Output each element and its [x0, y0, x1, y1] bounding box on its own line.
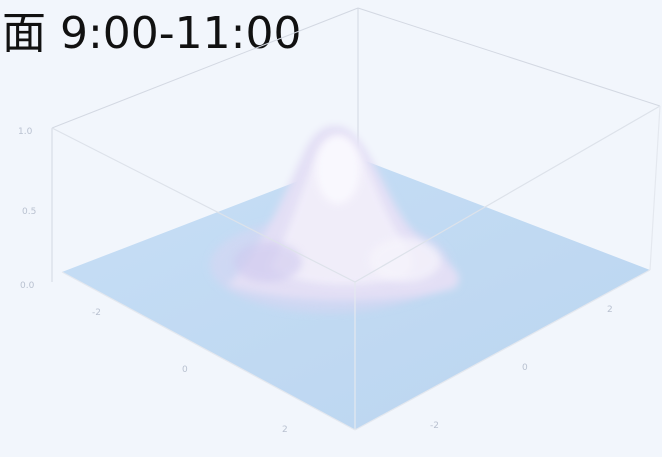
box-front-edges [51, 105, 661, 431]
y-tick-label: 0 [522, 363, 528, 373]
x-tick-label: 2 [282, 425, 288, 435]
chart-caption: 面 9:00-11:00 [2, 8, 302, 59]
y-tick-label: -2 [430, 421, 439, 431]
y-tick-label: 2 [607, 305, 613, 315]
y-axis-ticks: 2 0 -2 [430, 305, 613, 431]
x-tick-label: 0 [182, 365, 188, 375]
x-axis-ticks: -2 0 2 [92, 308, 288, 435]
z-axis-ticks: 1.0 0.5 0.0 [18, 127, 36, 291]
x-tick-label: -2 [92, 308, 101, 318]
box-back-edges [51, 7, 661, 282]
z-tick-label: 0.5 [22, 207, 36, 217]
surface-peak [210, 125, 460, 313]
z-tick-label: 1.0 [18, 127, 33, 137]
z-tick-label: 0.0 [20, 281, 35, 291]
